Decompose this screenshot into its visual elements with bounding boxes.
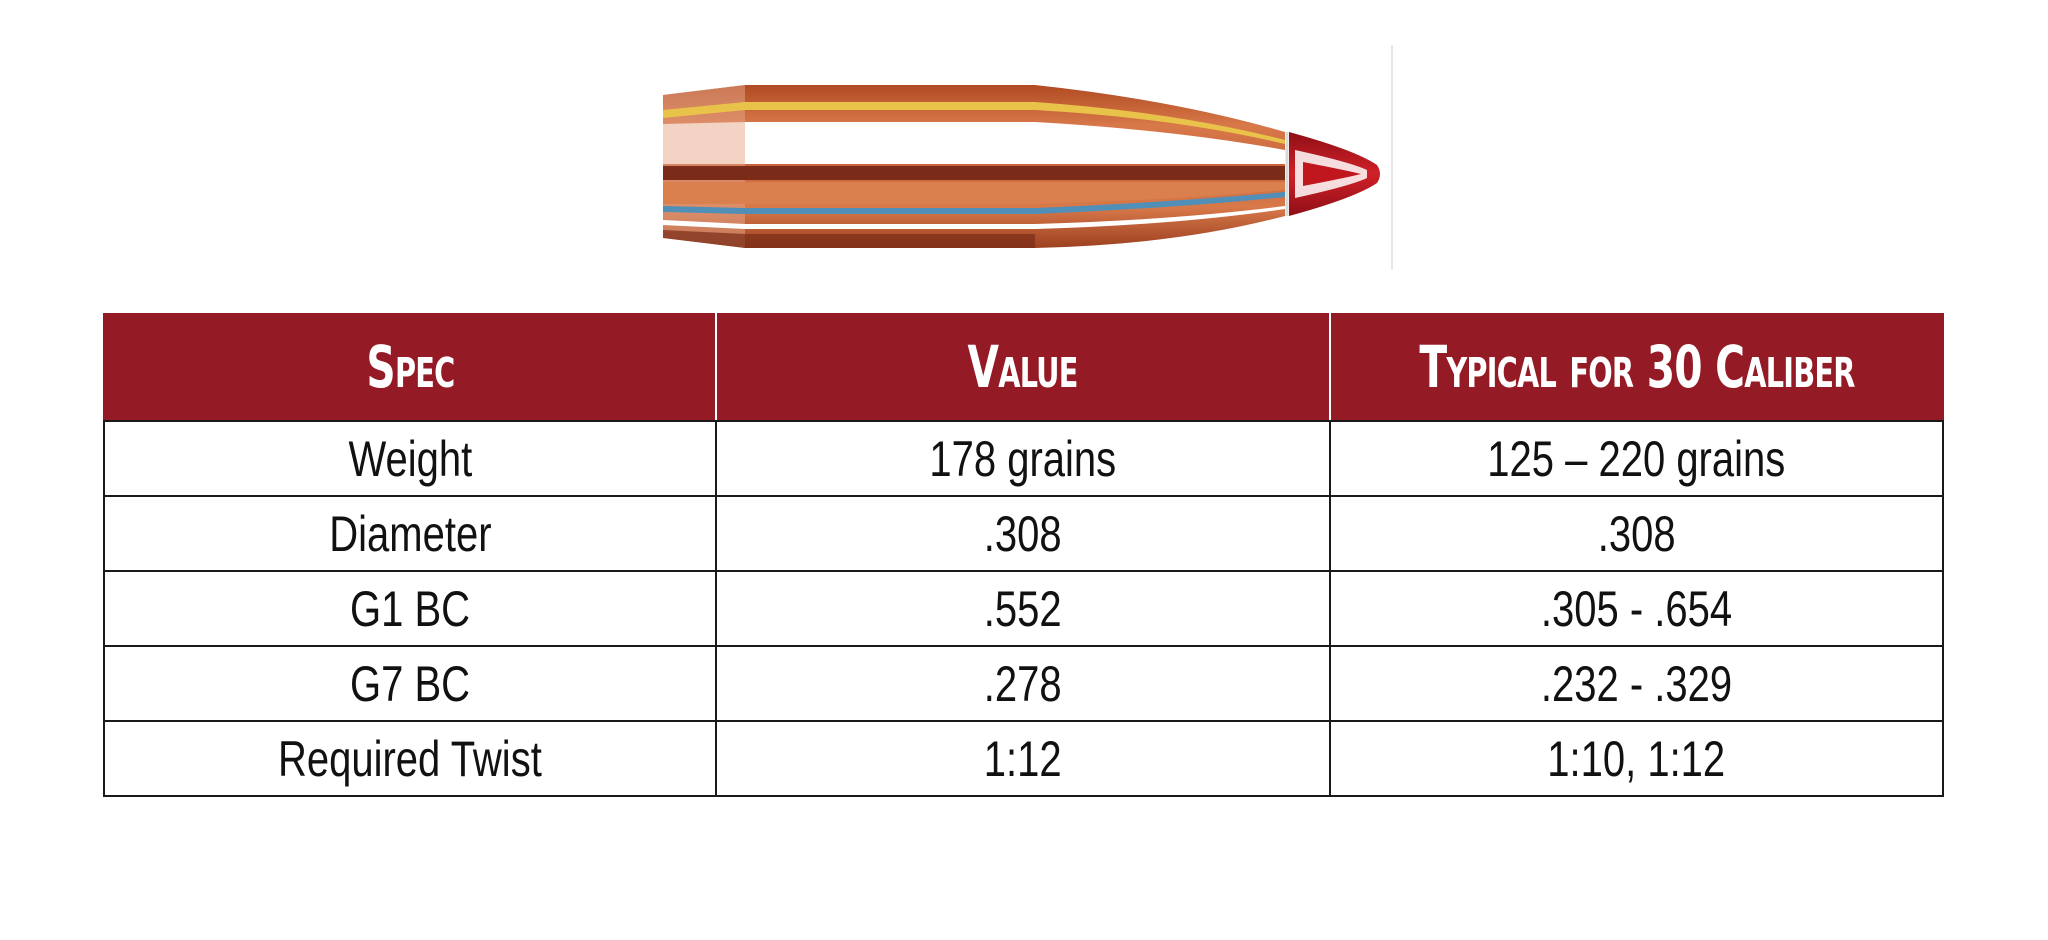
cell-value: 178 grains xyxy=(715,420,1331,497)
table-row: G7 BC .278 .232 - .329 xyxy=(103,645,1944,722)
cell-spec: G7 BC xyxy=(103,645,717,722)
cell-typical: 125 – 220 grains xyxy=(1329,420,1944,497)
cell-typical: .232 - .329 xyxy=(1329,645,1944,722)
table-header-row: Spec Value Typical for 30 Caliber xyxy=(103,313,1944,422)
table-row: Diameter .308 .308 xyxy=(103,495,1944,572)
header-spec: Spec xyxy=(103,313,717,422)
cell-value: .278 xyxy=(715,645,1331,722)
cell-typical: .305 - .654 xyxy=(1329,570,1944,647)
bullet-cutaway-icon xyxy=(663,45,1393,270)
spec-table: Spec Value Typical for 30 Caliber Weight… xyxy=(103,313,1944,797)
table-row: Required Twist 1:12 1:10, 1:12 xyxy=(103,720,1944,797)
cell-spec: Diameter xyxy=(103,495,717,572)
cell-typical: 1:10, 1:12 xyxy=(1329,720,1944,797)
cell-typical: .308 xyxy=(1329,495,1944,572)
cell-spec: G1 BC xyxy=(103,570,717,647)
cell-spec: Required Twist xyxy=(103,720,717,797)
cell-value: .552 xyxy=(715,570,1331,647)
cell-value: 1:12 xyxy=(715,720,1331,797)
table-row: G1 BC .552 .305 - .654 xyxy=(103,570,1944,647)
cell-spec: Weight xyxy=(103,420,717,497)
cell-value: .308 xyxy=(715,495,1331,572)
header-value: Value xyxy=(715,313,1331,422)
header-typical: Typical for 30 Caliber xyxy=(1329,313,1944,422)
table-row: Weight 178 grains 125 – 220 grains xyxy=(103,420,1944,497)
